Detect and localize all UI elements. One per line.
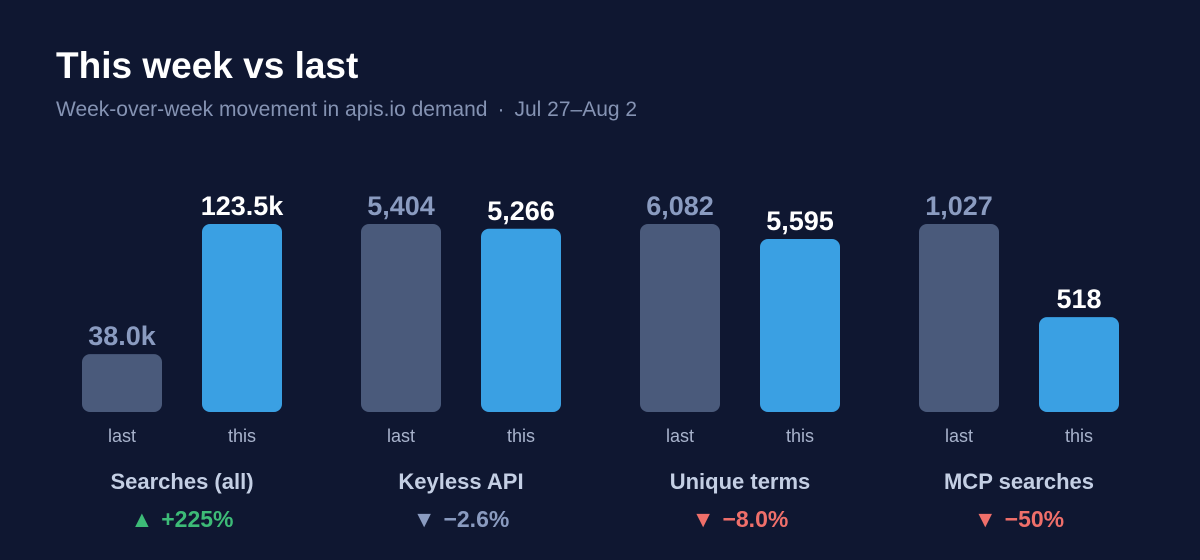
change-arrow-icon: ▲ [130, 506, 153, 532]
change-arrow-icon: ▼ [413, 506, 436, 532]
category-label: MCP searches [944, 469, 1094, 494]
period-label-this: this [786, 426, 814, 446]
category-label: Keyless API [398, 469, 523, 494]
bar-this [760, 239, 840, 412]
category-label: Searches (all) [110, 469, 253, 494]
change-arrow-icon: ▼ [692, 506, 715, 532]
bar-group: 1,027 last 518 this MCP searches ▼ −50% [919, 191, 1119, 532]
bar-this [481, 228, 561, 412]
bar-last [361, 224, 441, 412]
period-label-last: last [387, 426, 415, 446]
bar-last [640, 224, 720, 412]
change-value: −8.0% [722, 506, 788, 532]
change-value: +225% [161, 506, 233, 532]
change-value: −2.6% [443, 506, 509, 532]
bar-this [202, 224, 282, 412]
change-indicator: ▼ −50% [974, 506, 1064, 532]
bar-this [1039, 317, 1119, 412]
data-label-this: 5,595 [766, 206, 834, 236]
period-label-this: this [1065, 426, 1093, 446]
page-subtitle: Week-over-week movement in apis.io deman… [56, 96, 637, 124]
data-label-last: 1,027 [925, 191, 993, 221]
bar-last [82, 354, 162, 412]
bar-group: 6,082 last 5,595 this Unique terms ▼ −8.0% [640, 191, 840, 532]
data-label-last: 38.0k [88, 321, 157, 351]
change-value: −50% [1005, 506, 1064, 532]
change-indicator: ▲ +225% [130, 506, 233, 532]
change-arrow-icon: ▼ [974, 506, 997, 532]
subtitle-separator: · [497, 98, 505, 121]
category-label: Unique terms [670, 469, 811, 494]
bar-last [919, 224, 999, 412]
change-indicator: ▼ −2.6% [413, 506, 510, 532]
period-label-this: this [507, 426, 535, 446]
period-label-last: last [945, 426, 973, 446]
period-label-last: last [108, 426, 136, 446]
date-range: Jul 27–Aug 2 [514, 98, 638, 121]
page-title: This week vs last [56, 45, 359, 86]
data-label-this: 518 [1056, 284, 1101, 314]
bar-group: 5,404 last 5,266 this Keyless API ▼ −2.6% [361, 191, 561, 532]
bar-group: 38.0k last 123.5k this Searches (all) ▲ +225% [82, 191, 284, 532]
period-label-this: this [228, 426, 256, 446]
subtitle-text: Week-over-week movement in apis.io deman… [56, 98, 488, 121]
period-label-last: last [666, 426, 694, 446]
data-label-this: 123.5k [201, 191, 285, 221]
data-label-last: 6,082 [646, 191, 714, 221]
data-label-last: 5,404 [367, 191, 435, 221]
change-indicator: ▼ −8.0% [692, 506, 789, 532]
data-label-this: 5,266 [487, 196, 555, 226]
